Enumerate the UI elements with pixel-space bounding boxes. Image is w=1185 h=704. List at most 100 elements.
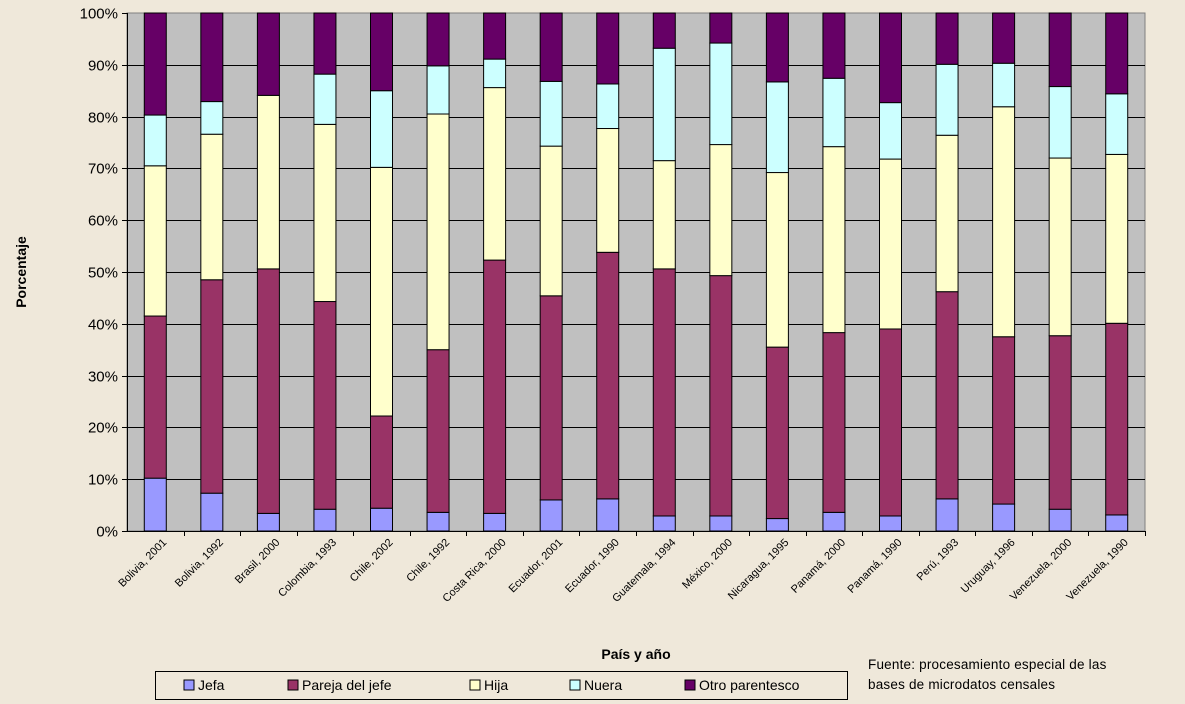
bar-segment-otro-parentesco	[1048, 12, 1072, 88]
x-tick-label: Chile, 1992	[404, 537, 452, 585]
legend-box	[155, 671, 848, 700]
y-tick-label: 60%	[88, 213, 118, 230]
bar-segment-hija	[765, 172, 789, 348]
x-tick-label: Costa Rica, 2000	[441, 537, 509, 605]
x-tick-label: Panamá, 1990	[846, 537, 905, 596]
bar-segment-otro-parentesco	[765, 12, 789, 83]
bar-segment-jefa	[539, 499, 563, 532]
bar-segment-pareja-del-jefe	[539, 295, 563, 501]
bar-segment-pareja-del-jefe	[652, 268, 676, 517]
legend-label: Otro parentesco	[699, 677, 800, 693]
source-note: Fuente: procesamiento especial de las ba…	[868, 655, 1107, 695]
legend-label: Pareja del jefe	[302, 677, 392, 693]
y-tick-label: 0%	[96, 524, 118, 541]
bar-segment-hija	[426, 113, 450, 351]
source-note-line-2: bases de microdatos censales	[868, 677, 1056, 692]
bar-segment-jefa	[200, 492, 224, 532]
bar-segment-jefa	[1105, 514, 1129, 532]
bar-segment-nuera	[709, 42, 733, 146]
bar-segment-nuera	[539, 80, 563, 147]
bar-segment-nuera	[1048, 86, 1072, 159]
bar-segment-hija	[200, 133, 224, 281]
bar-segment-pareja-del-jefe	[426, 349, 450, 513]
bar-segment-hija	[879, 158, 902, 330]
bar-segment-hija	[483, 87, 507, 261]
bar-segment-jefa	[652, 515, 676, 532]
x-tick-label: Brasil, 2000	[233, 537, 283, 587]
bar-segment-hija	[313, 123, 337, 303]
bar-segment-hija	[256, 94, 280, 270]
y-tick-label: 90%	[88, 58, 118, 75]
bar-segment-nuera	[200, 101, 224, 135]
bar-segment-jefa	[1048, 508, 1072, 532]
bar-segment-otro-parentesco	[652, 12, 676, 49]
y-tick-label: 30%	[88, 369, 118, 386]
x-tick-label: Venezuela, 1990	[1064, 537, 1130, 603]
bar-segment-otro-parentesco	[1105, 12, 1129, 95]
bar-segment-pareja-del-jefe	[256, 268, 280, 514]
bar-segment-nuera	[313, 73, 337, 125]
legend-label: Nuera	[584, 677, 622, 693]
bar-segment-pareja-del-jefe	[313, 301, 337, 510]
y-tick-label: 40%	[88, 317, 118, 334]
bar-segment-jefa	[822, 511, 846, 532]
x-tick-label: Perú, 1993	[915, 537, 962, 584]
bar-segment-jefa	[992, 503, 1016, 532]
bar-segment-pareja-del-jefe	[709, 275, 733, 517]
legend-swatch	[569, 679, 581, 691]
bar-segment-pareja-del-jefe	[765, 346, 789, 520]
bar-segment-pareja-del-jefe	[370, 415, 393, 509]
bar-segment-nuera	[1105, 93, 1129, 155]
x-tick-label: México, 2000	[680, 537, 735, 592]
bar-segment-pareja-del-jefe	[879, 328, 902, 517]
bar-segment-jefa	[879, 515, 902, 532]
bar-segment-otro-parentesco	[992, 12, 1016, 64]
bar-segment-pareja-del-jefe	[143, 315, 167, 479]
bar-segment-jefa	[256, 512, 280, 532]
bar-segment-nuera	[822, 77, 846, 148]
bar-segment-pareja-del-jefe	[1048, 335, 1072, 510]
bar-segment-hija	[652, 160, 676, 270]
bar-segment-hija	[709, 144, 733, 277]
x-tick-label: Venezuela, 2000	[1008, 537, 1074, 603]
x-tick-label: Colombia, 1993	[276, 537, 339, 600]
bar-segment-hija	[1105, 153, 1129, 324]
legend-label: Jefa	[198, 677, 225, 693]
legend-swatch	[469, 679, 481, 691]
x-tick-label: Uruguay, 1996	[959, 537, 1018, 596]
y-tick-label: 50%	[88, 265, 118, 282]
bar-segment-pareja-del-jefe	[992, 336, 1016, 505]
y-tick-label: 100%	[80, 6, 118, 23]
legend-label: Hija	[484, 677, 508, 693]
bar-segment-otro-parentesco	[596, 12, 620, 85]
legend: Jefa Pareja del jefe Hija Nuera Otro parente…	[155, 671, 848, 700]
bar-segment-otro-parentesco	[200, 12, 224, 103]
bar-segment-nuera	[765, 81, 789, 174]
bar-segment-otro-parentesco	[426, 12, 450, 67]
x-tick-label: Panamá, 2000	[789, 537, 848, 596]
bar-segment-nuera	[370, 90, 393, 168]
bar-segment-otro-parentesco	[879, 12, 902, 104]
bar-segment-hija	[539, 145, 563, 297]
bar-segment-pareja-del-jefe	[1105, 322, 1129, 516]
bar-segment-otro-parentesco	[143, 12, 167, 116]
bar-segment-nuera	[652, 47, 676, 162]
bar-segment-jefa	[483, 512, 507, 532]
bar-segment-hija	[370, 166, 393, 417]
legend-swatch	[684, 679, 696, 691]
legend-swatch	[183, 679, 195, 691]
bar-segment-jefa	[596, 498, 620, 532]
bar-segment-hija	[822, 146, 846, 334]
bar-segment-nuera	[483, 58, 507, 89]
bar-segment-hija	[1048, 157, 1072, 337]
x-axis-title: País y año	[601, 646, 670, 662]
y-tick-label: 10%	[88, 472, 118, 489]
bar-segment-otro-parentesco	[483, 12, 507, 60]
bar-segment-jefa	[370, 507, 393, 532]
bar-segment-nuera	[143, 114, 167, 167]
bar-segment-otro-parentesco	[709, 12, 733, 44]
bar-segment-otro-parentesco	[313, 12, 337, 75]
bar-segment-nuera	[935, 63, 959, 136]
bar-segment-jefa	[935, 498, 959, 532]
